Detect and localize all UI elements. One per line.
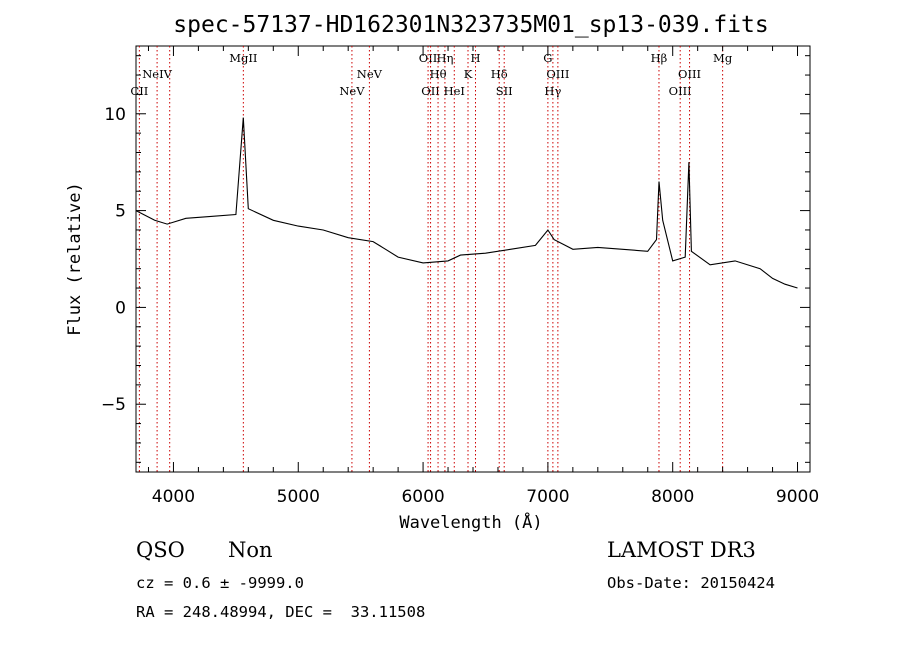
line-label-0: CII [130,84,148,98]
x-tick-label-3: 7000 [526,487,569,507]
line-label-16: Hγ [544,84,561,98]
line-label-18: Hβ [651,51,668,65]
x-axis-label: Wavelength (Å) [399,511,542,533]
x-tick-label-2: 6000 [401,487,444,507]
line-label-12: H [470,51,480,65]
line-label-5: NeV [357,67,383,81]
y-tick-label-3: 10 [104,105,126,125]
object-class: QSO [136,538,185,562]
survey-name: LAMOST DR3 [607,538,756,562]
coordinates: RA = 248.48994, DEC = 33.11508 [136,603,426,621]
line-label-1: NeIV [142,67,172,81]
x-tick-label-0: 4000 [152,487,195,507]
line-label-11: K [464,67,473,81]
obs-date: Obs-Date: 20150424 [607,574,775,592]
line-label-14: SII [496,84,513,98]
x-tick-label-1: 5000 [277,487,320,507]
line-label-8: Hη [436,51,453,65]
line-label-7: OII [421,84,440,98]
spectrum-series [135,117,798,289]
line-label-20: OIII [678,67,701,81]
line-label-21: Mg [713,51,733,65]
spectral-line-markers: CIINeIVMgIINeVNeVOIIOIIHηHθHeIKHHδSIIGHγ… [130,46,733,472]
line-label-6: OII [419,51,438,65]
plot-frame [135,45,811,473]
chart-title: spec-57137-HD162301N323735M01_sp13-039.f… [173,12,768,38]
y-tick-label-2: 5 [115,202,126,222]
x-tick-label-5: 9000 [776,487,819,507]
axis-ticks: 4000 5000 6000 7000 8000 9000 −5 0 5 10 [101,46,819,507]
y-axis-label: Flux (relative) [65,182,85,336]
line-label-3: MgII [229,51,257,65]
line-label-17: OIII [546,67,569,81]
line-label-4: NeV [339,84,365,98]
line-label-10: HeI [444,84,465,98]
redshift-readout: cz = 0.6 ± -9999.0 [136,574,304,592]
line-label-9: Hθ [430,67,447,81]
spectrum-chart: spec-57137-HD162301N323735M01_sp13-039.f… [65,12,819,533]
y-tick-label-0: −5 [101,395,126,415]
line-label-15: G [543,51,552,65]
object-subclass: Non [228,538,273,562]
line-label-13: Hδ [491,67,508,81]
y-tick-label-1: 0 [115,298,126,318]
x-tick-label-4: 8000 [651,487,694,507]
line-label-19: OIII [669,84,692,98]
spectrum-line-0 [135,117,798,289]
